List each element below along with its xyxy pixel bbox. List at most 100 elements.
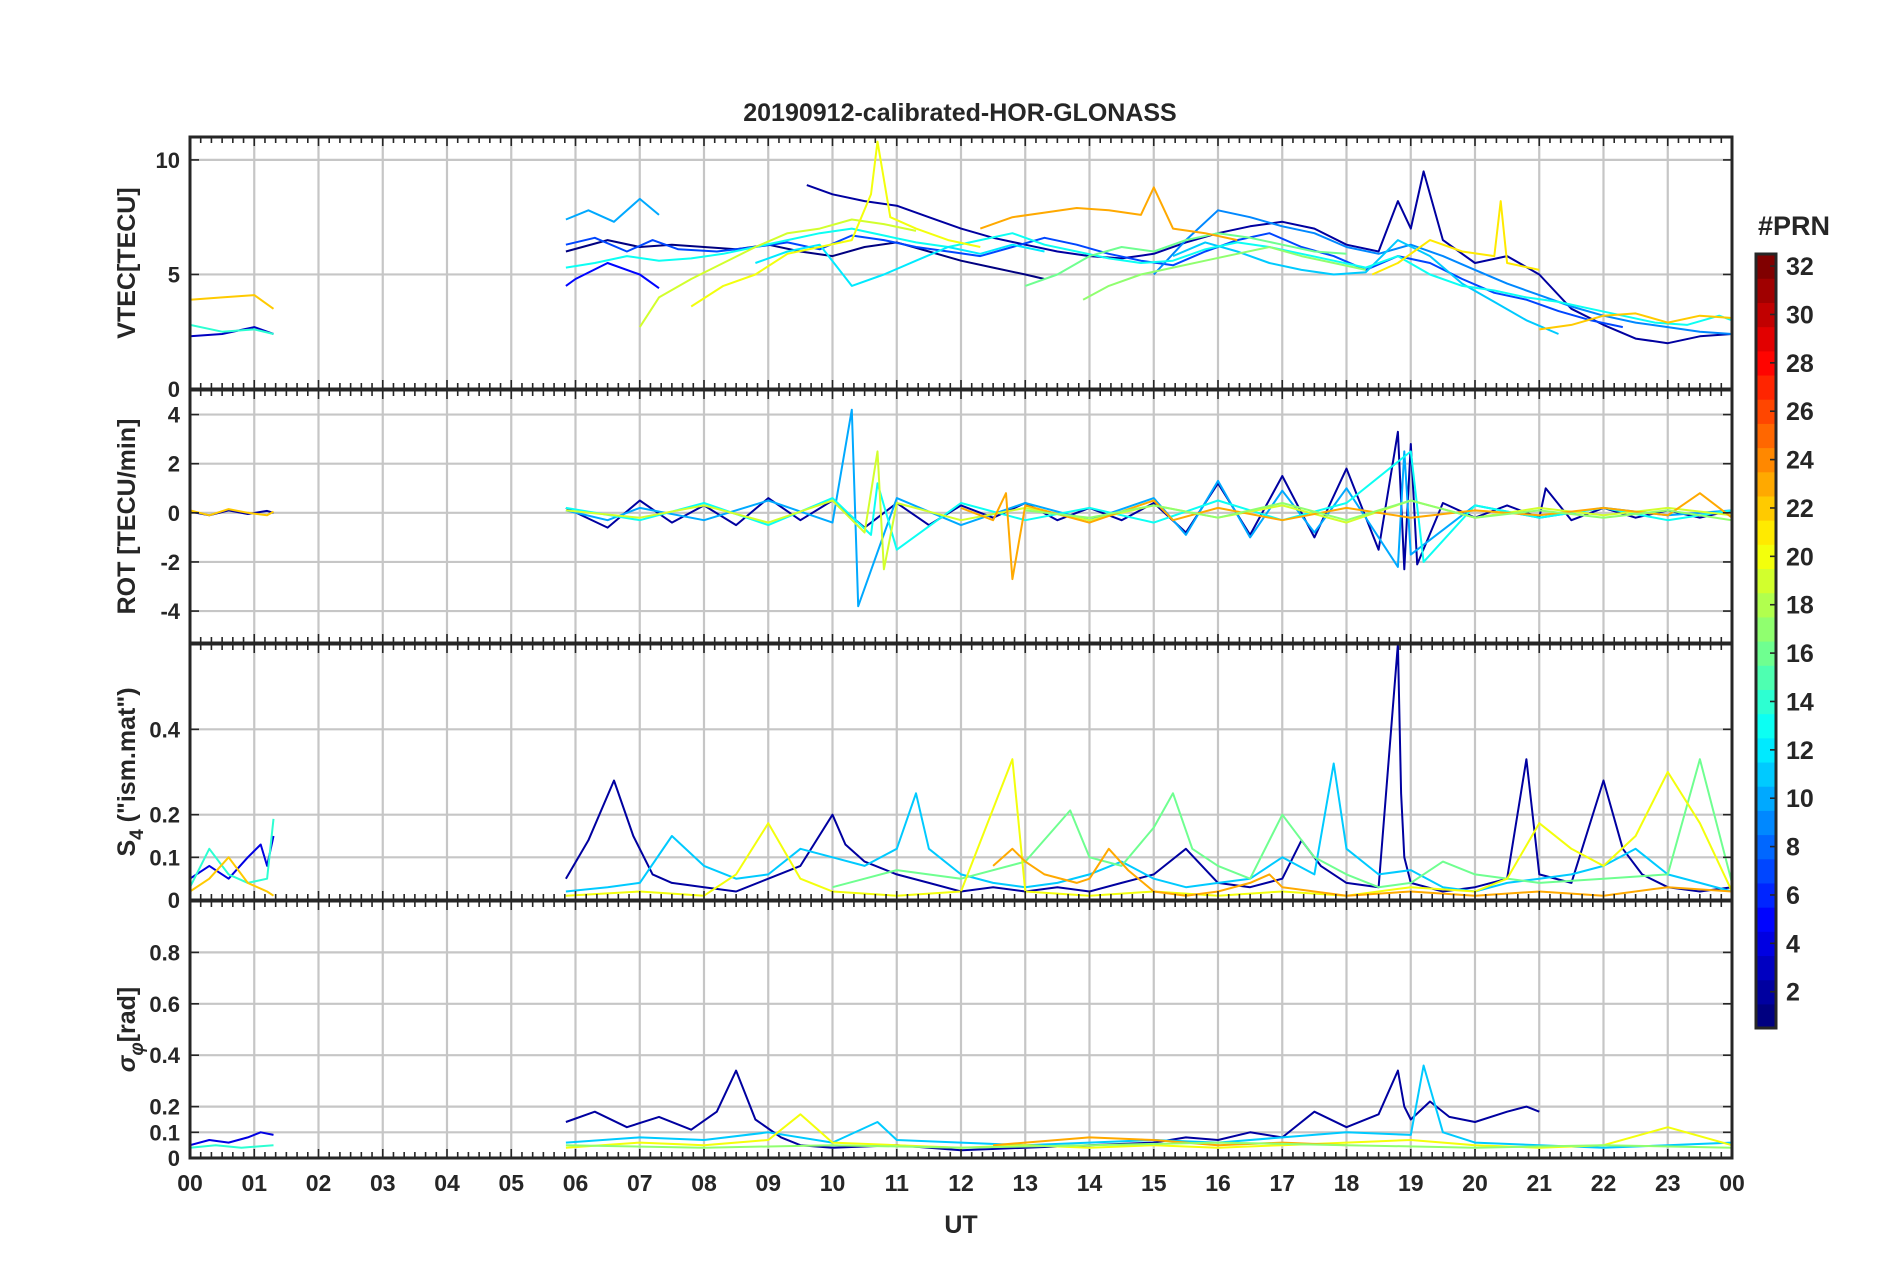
y-axis-label: ROT [TECU/min] <box>113 419 141 615</box>
y-tick-label: 0.6 <box>149 992 180 1017</box>
series-line-prn-16 <box>1024 232 1347 287</box>
x-tick-label: 23 <box>1655 1170 1681 1196</box>
colorbar-tick-label: 16 <box>1786 640 1814 668</box>
colorbar-segment <box>1756 931 1776 957</box>
series-line-prn-14 <box>190 1144 274 1149</box>
x-tick-label: 20 <box>1462 1170 1488 1196</box>
series-line-prn-10 <box>565 197 660 223</box>
series-line-prn-22 <box>190 856 275 897</box>
series-line-prn-20 <box>565 758 1732 897</box>
y-tick-label: 0.4 <box>149 1043 180 1068</box>
colorbar-segment <box>1756 979 1776 1005</box>
x-tick-label: 09 <box>755 1170 781 1196</box>
colorbar-segment <box>1756 786 1776 811</box>
y-tick-label: 0.8 <box>149 940 180 965</box>
series-group <box>190 408 1732 608</box>
x-tick-label: 13 <box>1012 1170 1038 1196</box>
series-line-prn-9 <box>1153 209 1732 335</box>
series-group <box>190 140 1732 345</box>
series-line-prn-10 <box>565 408 1732 608</box>
x-tick-label: 08 <box>691 1170 717 1196</box>
series-line-prn-23 <box>992 847 1732 897</box>
y-tick-label: -4 <box>160 599 180 624</box>
series-line-prn-17 <box>1082 246 1367 301</box>
y-tick-label: 2 <box>168 452 180 477</box>
colorbar-tick-label: 2 <box>1786 979 1800 1007</box>
series-line-prn-11 <box>565 762 1732 893</box>
series-line-prn-23 <box>993 1136 1347 1147</box>
y-tick-label: 0 <box>168 888 180 913</box>
x-tick-label: 17 <box>1269 1170 1295 1196</box>
chart-title: 20190912-calibrated-HOR-GLONASS <box>743 99 1176 127</box>
x-tick-label: 11 <box>885 1170 910 1196</box>
y-tick-label: 4 <box>168 403 181 428</box>
colorbar-segment <box>1756 907 1776 932</box>
x-tick-label: 00 <box>1719 1170 1745 1196</box>
series-line-prn-23 <box>979 186 1238 242</box>
y-tick-label: 0 <box>168 1146 180 1171</box>
colorbar-segment <box>1756 641 1776 666</box>
series-line-prn-13 <box>565 227 1732 326</box>
colorbar-segment <box>1756 568 1776 594</box>
colorbar-tick-label: 32 <box>1786 253 1814 281</box>
colorbar-segment <box>1756 834 1776 860</box>
colorbar-title: #PRN <box>1758 211 1830 241</box>
x-tick-label: 22 <box>1591 1170 1617 1196</box>
colorbar-tick-label: 10 <box>1786 785 1814 813</box>
x-tick-label: 14 <box>1077 1170 1103 1196</box>
y-axis-label: VTEC[TECU] <box>113 187 141 338</box>
series-group <box>190 1064 1732 1152</box>
colorbar-segment <box>1756 520 1776 545</box>
colorbar-segment <box>1756 471 1776 497</box>
colorbar-segment <box>1756 423 1776 449</box>
series-line-prn-1 <box>565 239 1045 280</box>
x-tick-label: 02 <box>306 1170 332 1196</box>
y-axis-label: S4 ("ism.mat") <box>113 687 148 856</box>
colorbar-segment <box>1756 326 1776 352</box>
x-tick-label: 07 <box>627 1170 653 1196</box>
series-line-prn-23 <box>960 492 1732 581</box>
x-tick-label: 10 <box>820 1170 846 1196</box>
panel-vtec: 0 5 10 VTEC[TECU] <box>113 135 1734 402</box>
y-tick-label: 5 <box>168 262 180 287</box>
colorbar-tick-label: 26 <box>1786 398 1814 426</box>
series-line-prn-12 <box>755 243 1045 287</box>
series-line-prn-17 <box>565 1141 1732 1149</box>
series-line-prn-5 <box>565 262 660 290</box>
colorbar-segment <box>1756 713 1776 739</box>
colorbar-tick-label: 30 <box>1786 301 1814 329</box>
colorbar-segment <box>1756 302 1776 328</box>
x-tick-label: 05 <box>498 1170 524 1196</box>
x-tick-label: 00 <box>177 1170 203 1196</box>
colorbar-segment <box>1756 254 1776 279</box>
colorbar-segment <box>1756 278 1776 303</box>
x-tick-label: 03 <box>370 1170 396 1196</box>
y-tick-label: 0.1 <box>149 845 180 870</box>
series-line-prn-22 <box>1539 312 1732 331</box>
panel-s4: 0 0.1 0.2 0.4S4 ("ism.mat") <box>113 642 1734 913</box>
colorbar-segment <box>1756 447 1776 473</box>
y-tick-label: 0 <box>168 377 180 402</box>
series-line-prn-11 <box>565 1064 1732 1149</box>
series-line-prn-22 <box>190 294 275 310</box>
series-line-prn-4 <box>190 835 275 880</box>
colorbar-tick-label: 20 <box>1786 543 1814 571</box>
x-axis-label: UT <box>944 1211 977 1239</box>
series-line-prn-11 <box>1172 239 1559 335</box>
colorbar-segment <box>1756 495 1776 521</box>
x-tick-label: 06 <box>563 1170 589 1196</box>
colorbar-segment <box>1756 761 1776 787</box>
colorbar-segment <box>1756 737 1776 763</box>
series-line-prn-20 <box>690 140 981 308</box>
x-tick-label: 12 <box>948 1170 974 1196</box>
x-tick-label: 01 <box>241 1170 267 1196</box>
series-line-prn-14 <box>190 323 274 335</box>
series-line-prn-2 <box>565 644 1732 893</box>
y-tick-label: -2 <box>160 550 180 575</box>
colorbar-segment <box>1756 810 1776 836</box>
x-tick-label: 19 <box>1398 1170 1424 1196</box>
series-line-prn-4 <box>190 1131 274 1147</box>
colorbar-segment <box>1756 665 1776 690</box>
